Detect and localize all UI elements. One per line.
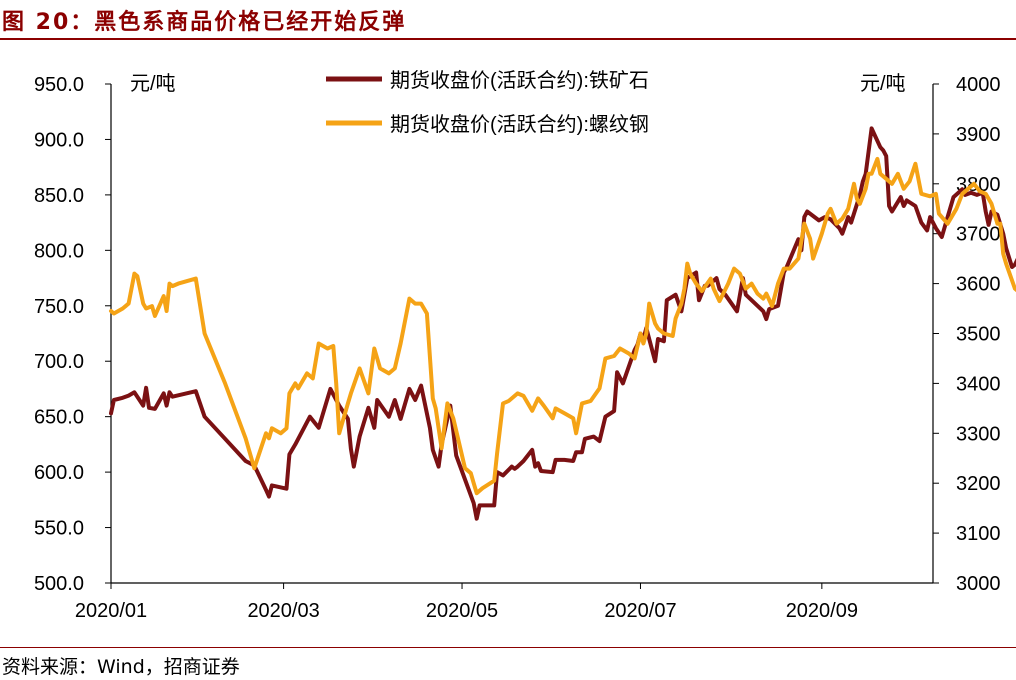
x-tick-label: 2020/05 [426, 600, 498, 622]
left-tick-label: 600.0 [34, 462, 84, 484]
footer-rule [0, 647, 1016, 648]
right-tick-label: 3500 [956, 324, 1001, 346]
right-tick-label: 3900 [956, 124, 1001, 146]
left-tick-label: 500.0 [34, 573, 84, 595]
left-tick-label: 900.0 [34, 129, 84, 151]
right-unit-label: 元/吨 [860, 72, 906, 95]
dual-axis-line-chart: 500.0 550.0 600.0 650.0 700.0 750.0 800.0 850.0… [34, 69, 1016, 622]
legend-label-rebar: 期货收盘价(活跃合约):螺纹钢 [390, 113, 649, 136]
right-tick-label: 3400 [956, 373, 1001, 395]
right-tick-label: 3700 [956, 224, 1001, 246]
left-tick-label: 700.0 [34, 351, 84, 373]
source-note: 资料来源：Wind，招商证券 [2, 656, 240, 678]
iron-ore-series-line [109, 126, 1016, 521]
left-tick-label: 650.0 [34, 407, 84, 429]
right-tick-label: 3600 [956, 274, 1001, 296]
x-tick-label: 2020/09 [786, 600, 858, 622]
left-tick-label: 800.0 [34, 240, 84, 262]
x-tick-label: 2020/07 [604, 600, 676, 622]
left-tick-label: 750.0 [34, 296, 84, 318]
left-tick-label: 550.0 [34, 518, 84, 540]
legend-label-iron-ore: 期货收盘价(活跃合约):铁矿石 [390, 69, 649, 92]
series-layer [109, 126, 1016, 521]
left-tick-label: 950.0 [34, 74, 84, 96]
right-tick-label: 3300 [956, 423, 1001, 445]
x-tick-label: 2020/01 [75, 600, 147, 622]
x-tick-label: 2020/03 [247, 600, 319, 622]
left-unit-label: 元/吨 [130, 72, 176, 95]
axes-layer: 500.0 550.0 600.0 650.0 700.0 750.0 800.0 850.0… [34, 72, 1001, 622]
right-tick-label: 3200 [956, 473, 1001, 495]
rebar-series-line [109, 156, 1016, 496]
figure-title: 图 20：黑色系商品价格已经开始反弹 [2, 10, 407, 35]
right-tick-label: 3000 [956, 573, 1001, 595]
title-rule [0, 38, 1016, 40]
right-tick-label: 4000 [956, 74, 1001, 96]
left-tick-label: 850.0 [34, 185, 84, 207]
right-tick-label: 3100 [956, 523, 1001, 545]
